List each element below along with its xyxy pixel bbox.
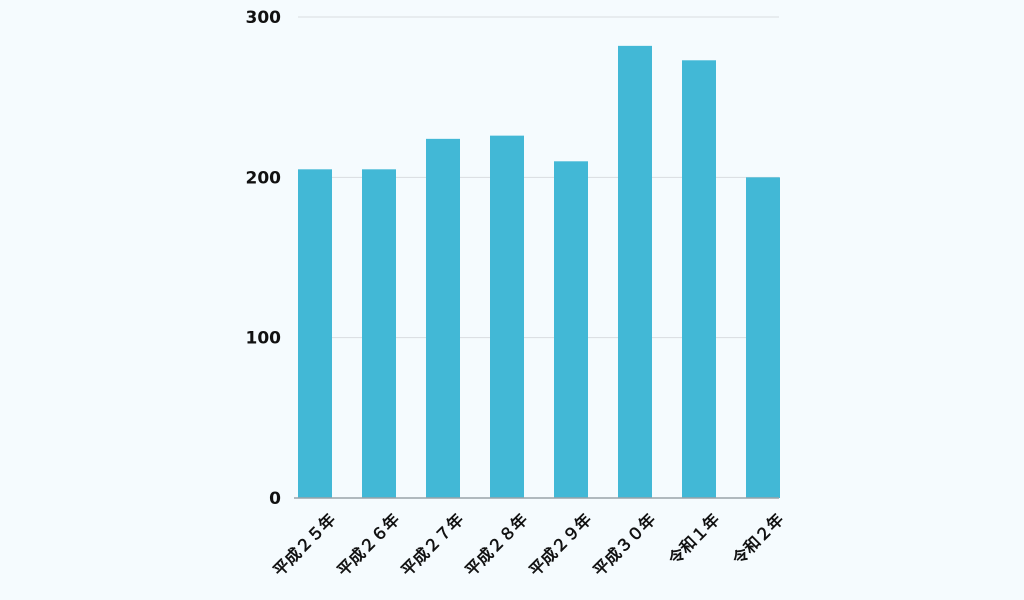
bar (490, 135, 524, 498)
bar (746, 177, 780, 499)
bars (298, 45, 780, 499)
bar (618, 45, 652, 499)
x-tick-label: 平成２７年 (397, 510, 467, 580)
x-tick-label: 平成２８年 (461, 510, 531, 580)
x-tick-label: 平成２６年 (333, 510, 403, 580)
y-tick-label: 200 (246, 168, 282, 188)
y-tick-label: 300 (246, 8, 282, 28)
x-tick-label: 平成３０年 (589, 510, 659, 580)
y-tick-label: 100 (246, 329, 282, 349)
x-tick-label: 令和１年 (664, 510, 723, 569)
bar (426, 138, 460, 498)
bar (298, 169, 332, 499)
y-tick-label: 0 (269, 489, 281, 509)
bar (362, 169, 396, 499)
bar (554, 161, 588, 499)
bar (682, 60, 716, 498)
y-tick-labels: 0 100 200 300 (246, 8, 282, 509)
x-tick-label: 平成２９年 (525, 510, 595, 580)
x-tick-label: 令和２年 (728, 510, 787, 569)
x-tick-label: 平成２５年 (269, 510, 339, 580)
